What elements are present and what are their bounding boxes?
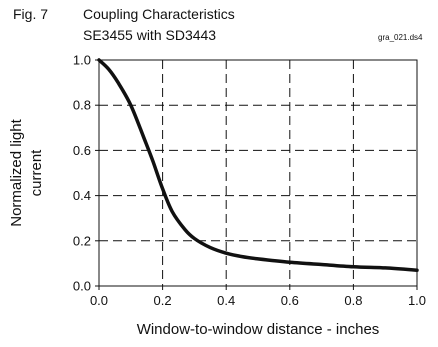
x-tick-label: 0.8: [344, 293, 362, 308]
x-tick-label: 0.0: [90, 293, 108, 308]
y-axis-label-line2: current: [28, 149, 45, 197]
plot-frame: [98, 59, 418, 287]
x-tick-label: 0.6: [281, 293, 299, 308]
y-tick-label: 0.4: [73, 188, 91, 203]
y-tick-label: 0.6: [73, 143, 91, 158]
series-layer: [97, 58, 419, 272]
y-tick-label: 0.0: [73, 279, 91, 294]
x-axis-label: Window-to-window distance - inches: [137, 321, 380, 338]
x-tick-label: 0.2: [154, 293, 172, 308]
chart-title-line2: SE3455 with SD3443: [83, 27, 216, 43]
y-tick-label: 1.0: [73, 53, 91, 68]
file-tag: gra_021.ds4: [378, 33, 423, 42]
y-axis-label: Normalized light current: [8, 118, 45, 226]
y-tick-label: 0.8: [73, 98, 91, 113]
series-line: [97, 58, 419, 272]
figure-number: Fig. 7: [13, 6, 48, 22]
axis-ticks: 0.0 0.2 0.4 0.6 0.8 1.0 0.0 0.2 0.4 0.6 0.8 1.0: [73, 53, 426, 309]
y-tick-label: 0.2: [73, 233, 91, 248]
y-axis-label-line1: Normalized light: [8, 118, 25, 226]
grid-lines: [99, 60, 417, 286]
chart-title-line1: Coupling Characteristics: [83, 6, 235, 22]
x-tick-label: 0.4: [217, 293, 235, 308]
x-tick-label: 1.0: [408, 293, 426, 308]
